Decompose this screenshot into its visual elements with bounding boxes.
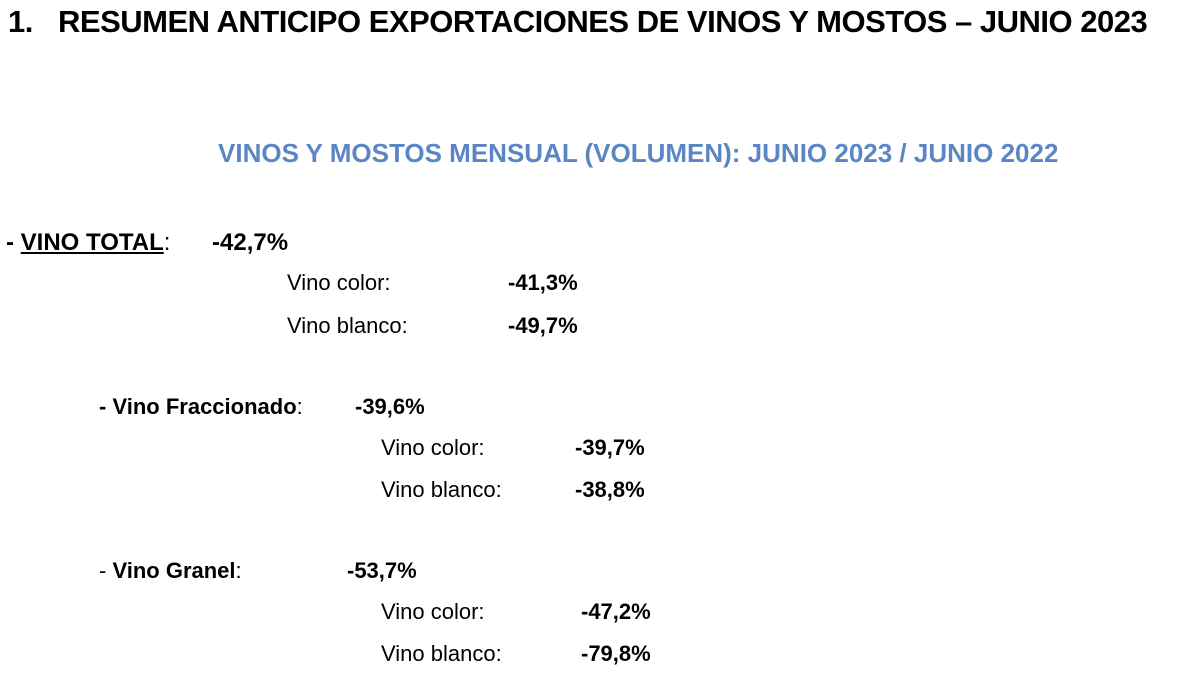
vino-granel-blanco-label: Vino blanco: (381, 641, 502, 666)
vino-fraccionado-prefix: - (99, 394, 113, 419)
title-text: RESUMEN ANTICIPO EXPORTACIONES DE VINOS … (58, 4, 1148, 39)
vino-total-heading: - VINO TOTAL: (6, 229, 170, 257)
section-subtitle: VINOS Y MOSTOS MENSUAL (VOLUMEN): JUNIO … (218, 138, 1059, 168)
vino-granel-colon: : (235, 558, 242, 583)
vino-granel-prefix: - (99, 558, 113, 583)
vino-fraccionado-blanco-label: Vino blanco: (381, 477, 502, 502)
vino-total-prefix: - (6, 229, 21, 256)
vino-fraccionado-color-label: Vino color: (381, 435, 485, 460)
vino-granel-label: Vino Granel (112, 558, 236, 583)
vino-granel-heading: - Vino Granel: (99, 558, 242, 584)
vino-granel-blanco-value: -79,8% (581, 641, 651, 666)
vino-total-label: VINO TOTAL (20, 229, 164, 256)
vino-granel-color-label: Vino color: (381, 599, 485, 624)
vino-total-color-value: -41,3% (508, 270, 578, 295)
vino-total-blanco-label: Vino blanco: (287, 313, 408, 338)
vino-total-colon: : (163, 229, 171, 256)
vino-granel-color-value: -47,2% (581, 599, 651, 624)
vino-granel-value: -53,7% (347, 558, 417, 583)
title-number: 1. (8, 4, 33, 39)
vino-total-value: -42,7% (212, 229, 289, 256)
vino-fraccionado-value: -39,6% (355, 394, 425, 419)
vino-fraccionado-colon: : (296, 394, 303, 419)
vino-total-color-label: Vino color: (287, 270, 391, 295)
vino-fraccionado-heading: - Vino Fraccionado: (99, 394, 303, 420)
vino-total-blanco-value: -49,7% (508, 313, 578, 338)
vino-fraccionado-blanco-value: -38,8% (575, 477, 645, 502)
vino-fraccionado-color-value: -39,7% (575, 435, 645, 460)
document-title: 1. RESUMEN ANTICIPO EXPORTACIONES DE VINO… (8, 4, 1148, 40)
vino-fraccionado-label: Vino Fraccionado (112, 394, 297, 419)
